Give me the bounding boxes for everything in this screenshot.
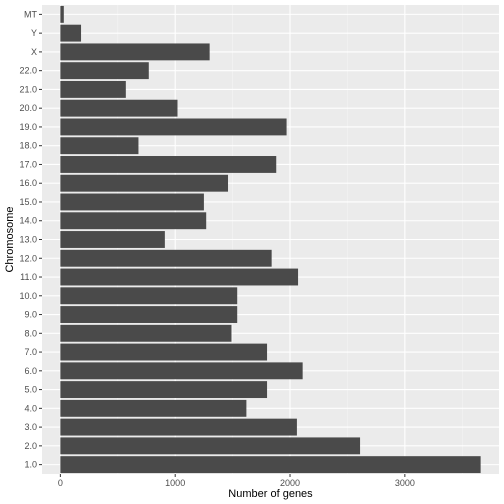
bar: [60, 156, 277, 173]
bars: [60, 5, 481, 474]
y-tick-label: 15.0: [19, 197, 37, 207]
bar: [60, 80, 126, 98]
y-tick-label: Y: [31, 28, 37, 38]
y-tick-label: 19.0: [19, 122, 37, 132]
bar: [60, 437, 361, 455]
bar: [60, 306, 238, 323]
y-tick-label: 8.0: [24, 328, 37, 338]
y-tick-label: 21.0: [19, 84, 37, 94]
x-tick-label: 1000: [165, 478, 185, 488]
y-tick-label: 11.0: [20, 272, 37, 282]
y-tick-label: 16.0: [19, 178, 37, 188]
y-tick-label: 22.0: [19, 66, 37, 76]
bar: [60, 99, 178, 117]
bar: [60, 5, 64, 23]
y-tick-label: 20.0: [19, 103, 37, 113]
y-tick-label: 18.0: [19, 141, 37, 151]
bar: [60, 231, 165, 248]
bar: [60, 268, 299, 286]
y-tick-label: 6.0: [24, 366, 37, 376]
bar: [60, 174, 229, 192]
bar: [60, 343, 268, 361]
bar: [60, 399, 247, 417]
bar: [60, 456, 481, 474]
y-axis-ticks: 1.0 2.0 3.0 4.0 5.0 6.0 7.0 8.0 9.0 10.0 11.0 12.0 1…: [19, 9, 42, 470]
bar: [60, 118, 287, 136]
bar: [60, 137, 139, 155]
bar: [60, 287, 238, 305]
x-tick-label: 0: [58, 478, 63, 488]
bar: [60, 43, 210, 61]
y-tick-label: 3.0: [24, 422, 37, 432]
y-tick-label: 13.0: [19, 235, 37, 245]
bar: [60, 381, 268, 399]
y-tick-label: 2.0: [24, 441, 37, 451]
y-tick-label: 4.0: [24, 403, 37, 413]
y-tick-label: 14.0: [19, 216, 37, 226]
y-tick-label: 7.0: [24, 347, 37, 357]
bar: [60, 24, 82, 42]
x-tick-label: 2000: [280, 478, 300, 488]
bar: [60, 193, 204, 211]
bar: [60, 324, 232, 342]
bar: [60, 249, 272, 267]
x-axis-title: Number of genes: [228, 488, 313, 500]
y-tick-label: 5.0: [24, 385, 37, 395]
bar: [60, 362, 303, 380]
bar: [60, 62, 149, 80]
y-tick-label: 17.0: [19, 159, 37, 169]
y-tick-label: 1.0: [24, 460, 37, 470]
x-axis-ticks: 0 1000 2000 3000: [58, 474, 415, 488]
y-tick-label: 12.0: [19, 253, 37, 263]
y-tick-label: 10.0: [19, 291, 37, 301]
y-tick-label: MT: [24, 9, 37, 19]
x-tick-label: 3000: [395, 478, 415, 488]
y-tick-label: X: [31, 47, 37, 57]
y-tick-label: 9.0: [24, 310, 37, 320]
y-axis-title: Chromosome: [4, 206, 16, 272]
bar: [60, 418, 297, 436]
bar: [60, 212, 207, 230]
